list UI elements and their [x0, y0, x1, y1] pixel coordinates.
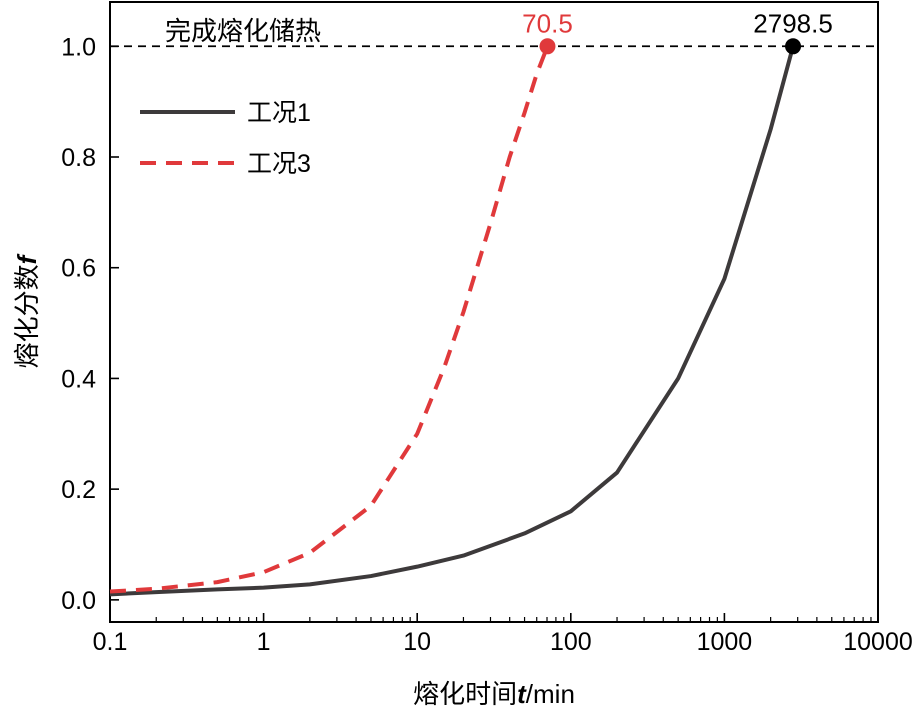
y-axis-title: 熔化分数f: [12, 253, 42, 368]
plot-frame: [109, 1, 879, 623]
x-axis-title-unit: /min: [526, 679, 575, 709]
y-ticks: 0.0 0.2 0.4 0.6 0.8 1.0: [61, 33, 119, 615]
y-axis-title-var: f: [12, 253, 42, 264]
x-tick-label: 0.1: [93, 628, 128, 656]
y-tick-label: 0.0: [61, 587, 96, 615]
x-tick-label: 100: [550, 628, 592, 656]
endpoint-label: 2798.5: [753, 8, 833, 38]
completion-reference-label: 完成熔化储热: [165, 16, 321, 46]
y-tick-label: 0.6: [61, 255, 96, 283]
y-tick-label: 0.4: [61, 365, 96, 393]
y-tick-label: 0.2: [61, 476, 96, 504]
endpoint-marker: [539, 38, 556, 55]
x-axis-title-main: 熔化时间: [413, 679, 517, 709]
legend-label-case1: 工况1: [247, 99, 311, 127]
x-tick-label: 10: [403, 628, 431, 656]
x-axis-title: 熔化时间t/min: [413, 679, 575, 709]
endpoint-marker: [785, 38, 802, 55]
annotation-layer: 70.5 2798.5: [522, 8, 833, 55]
y-axis-title-main: 熔化分数: [12, 264, 42, 368]
y-tick-label: 1.0: [61, 33, 96, 61]
x-ticks: 0.1 1 10 100 1000 10000: [93, 613, 913, 656]
series-layer: [109, 45, 795, 597]
series-line-1: [109, 45, 795, 597]
series-line-2: [109, 45, 550, 594]
y-tick-label: 0.8: [61, 144, 96, 172]
x-tick-label: 10000: [843, 628, 913, 656]
x-axis-title-var: t: [517, 679, 527, 709]
endpoint-label: 70.5: [522, 8, 573, 38]
legend-label-case3: 工况3: [247, 150, 311, 178]
legend: 工况1 工况3: [140, 99, 311, 178]
x-tick-label: 1000: [697, 628, 753, 656]
x-tick-label: 1: [257, 628, 271, 656]
